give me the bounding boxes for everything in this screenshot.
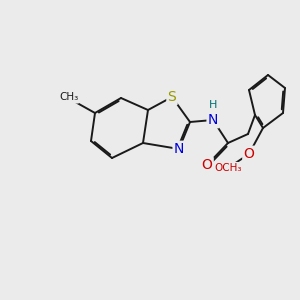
Text: H: H (209, 100, 217, 110)
Text: N: N (208, 113, 218, 127)
Text: CH₃: CH₃ (59, 92, 78, 103)
Text: O: O (244, 147, 254, 161)
Text: S: S (168, 90, 176, 104)
Text: OCH₃: OCH₃ (214, 163, 242, 173)
Text: N: N (174, 142, 184, 156)
Text: O: O (202, 158, 212, 172)
